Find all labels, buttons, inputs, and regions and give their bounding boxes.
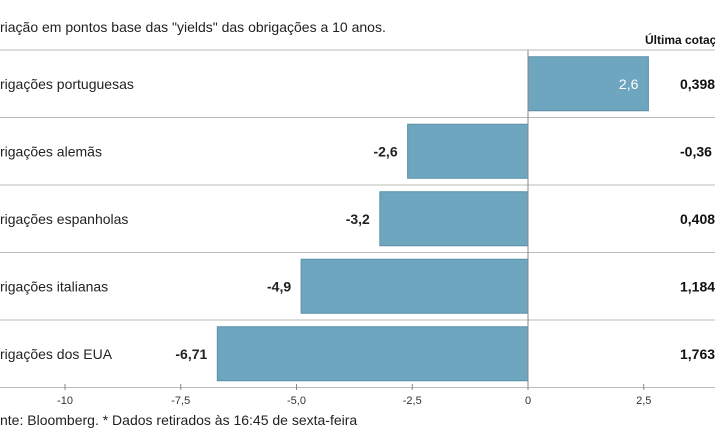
x-axis-tick-label: -7,5 bbox=[171, 395, 190, 407]
category-label: rigações portuguesas bbox=[0, 76, 134, 92]
x-axis-tick-label: -5,0 bbox=[287, 395, 306, 407]
bar bbox=[379, 191, 529, 247]
x-axis-tick-label: -2,5 bbox=[403, 395, 422, 407]
bar-value-label: -6,71 bbox=[175, 346, 207, 362]
x-axis-tick-label: 2,5 bbox=[636, 395, 651, 407]
chart-source-note: nte: Bloomberg. * Dados retirados às 16:… bbox=[0, 412, 357, 428]
bar bbox=[300, 258, 529, 314]
chart-subtitle: riação em pontos base das "yields" das o… bbox=[0, 19, 386, 35]
x-axis-tick-label: 0 bbox=[525, 395, 531, 407]
x-axis: -10 -7,5 -5,0 -2,5 0 2,5 bbox=[57, 384, 651, 407]
bar bbox=[407, 123, 529, 179]
last-quote-header: Última cotaç bbox=[645, 32, 715, 47]
last-quote-value: -0,36 bbox=[680, 143, 712, 159]
bar-value-label: 2,6 bbox=[619, 76, 639, 92]
bar-value-label: -2,6 bbox=[373, 143, 397, 159]
bar bbox=[527, 56, 649, 112]
category-label: rigações alemãs bbox=[0, 143, 102, 159]
x-axis-tick-label: -10 bbox=[57, 395, 73, 407]
last-quote-value: 0,398 bbox=[680, 76, 715, 92]
last-quote-value: 0,408 bbox=[680, 211, 715, 227]
bar bbox=[216, 326, 529, 382]
bar-value-label: -3,2 bbox=[346, 211, 370, 227]
category-label: rigações italianas bbox=[0, 278, 108, 294]
category-label: rigações espanholas bbox=[0, 211, 128, 227]
last-quote-value: 1,7637 bbox=[680, 346, 715, 362]
chart-rows: rigações portuguesas 2,6 0,398 rigações ale… bbox=[0, 49, 715, 388]
bar-value-label: -4,9 bbox=[267, 278, 291, 294]
category-label: rigações dos EUA bbox=[0, 346, 113, 362]
last-quote-value: 1,184 bbox=[680, 278, 715, 294]
